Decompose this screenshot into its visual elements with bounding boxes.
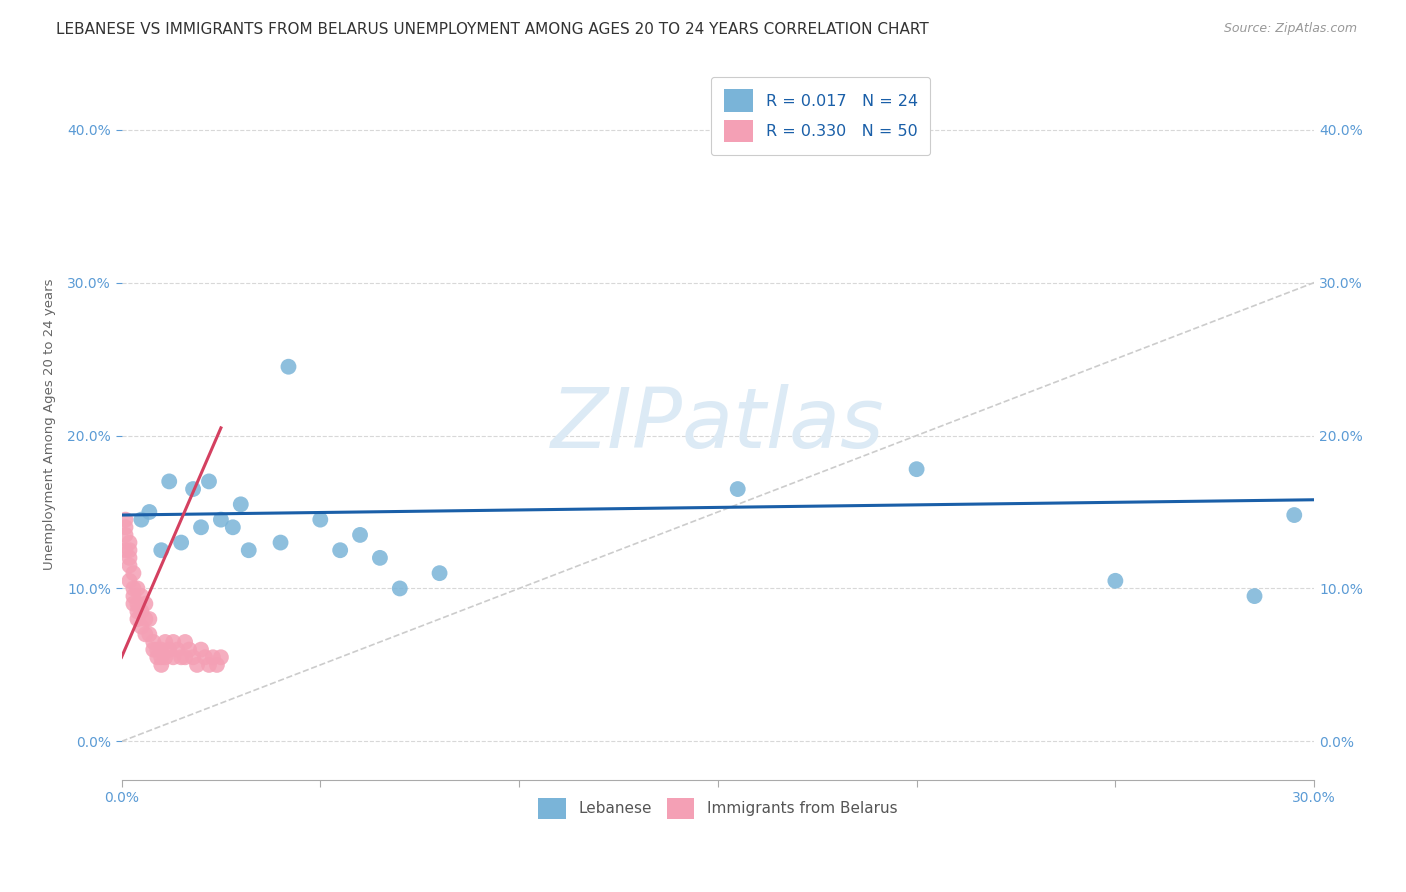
Point <box>118 543 141 558</box>
Point <box>209 513 232 527</box>
Point <box>146 650 169 665</box>
Point <box>150 650 173 665</box>
Point <box>162 635 184 649</box>
Y-axis label: Unemployment Among Ages 20 to 24 years: Unemployment Among Ages 20 to 24 years <box>44 278 56 570</box>
Text: ZIPatlas: ZIPatlas <box>551 384 884 465</box>
Point <box>134 627 156 641</box>
Point <box>155 650 177 665</box>
Point <box>329 543 352 558</box>
Point <box>114 513 136 527</box>
Point <box>174 635 197 649</box>
Point <box>114 543 136 558</box>
Point <box>198 475 221 489</box>
Point <box>118 574 141 588</box>
Point <box>270 535 292 549</box>
Point <box>181 482 204 496</box>
Point <box>238 543 260 558</box>
Point <box>118 550 141 565</box>
Point <box>122 582 145 596</box>
Point <box>277 359 299 374</box>
Point <box>198 657 221 672</box>
Point <box>122 589 145 603</box>
Point <box>127 612 149 626</box>
Point <box>131 620 153 634</box>
Point <box>209 650 232 665</box>
Point <box>150 657 173 672</box>
Point <box>122 597 145 611</box>
Point <box>150 543 173 558</box>
Point <box>727 482 749 496</box>
Point <box>1284 508 1306 522</box>
Point <box>1243 589 1265 603</box>
Point <box>222 520 245 534</box>
Point <box>138 612 160 626</box>
Point <box>127 582 149 596</box>
Point <box>905 462 928 476</box>
Point <box>205 657 228 672</box>
Point <box>127 604 149 618</box>
Point <box>388 582 411 596</box>
Point <box>166 642 188 657</box>
Point <box>142 635 165 649</box>
Point <box>114 520 136 534</box>
Point <box>368 550 391 565</box>
Point <box>190 520 212 534</box>
Point <box>157 642 180 657</box>
Point <box>142 642 165 657</box>
Point <box>429 566 451 581</box>
Point <box>157 475 180 489</box>
Text: Source: ZipAtlas.com: Source: ZipAtlas.com <box>1223 22 1357 36</box>
Point <box>186 657 208 672</box>
Point <box>201 650 224 665</box>
Point <box>349 528 371 542</box>
Point <box>309 513 332 527</box>
Point <box>138 627 160 641</box>
Point <box>190 642 212 657</box>
Point <box>131 513 153 527</box>
Legend: Lebanese, Immigrants from Belarus: Lebanese, Immigrants from Belarus <box>533 791 904 825</box>
Point <box>229 497 252 511</box>
Point <box>181 650 204 665</box>
Point <box>155 635 177 649</box>
Point <box>131 589 153 603</box>
Point <box>150 642 173 657</box>
Point <box>138 505 160 519</box>
Point <box>146 642 169 657</box>
Point <box>118 535 141 549</box>
Text: LEBANESE VS IMMIGRANTS FROM BELARUS UNEMPLOYMENT AMONG AGES 20 TO 24 YEARS CORRE: LEBANESE VS IMMIGRANTS FROM BELARUS UNEM… <box>56 22 929 37</box>
Point <box>127 597 149 611</box>
Point <box>118 558 141 573</box>
Point <box>174 650 197 665</box>
Point <box>134 612 156 626</box>
Point <box>114 528 136 542</box>
Point <box>1104 574 1126 588</box>
Point <box>170 535 193 549</box>
Point <box>122 566 145 581</box>
Point <box>134 597 156 611</box>
Point <box>194 650 217 665</box>
Point <box>170 650 193 665</box>
Point <box>162 650 184 665</box>
Point <box>131 604 153 618</box>
Point <box>177 642 200 657</box>
